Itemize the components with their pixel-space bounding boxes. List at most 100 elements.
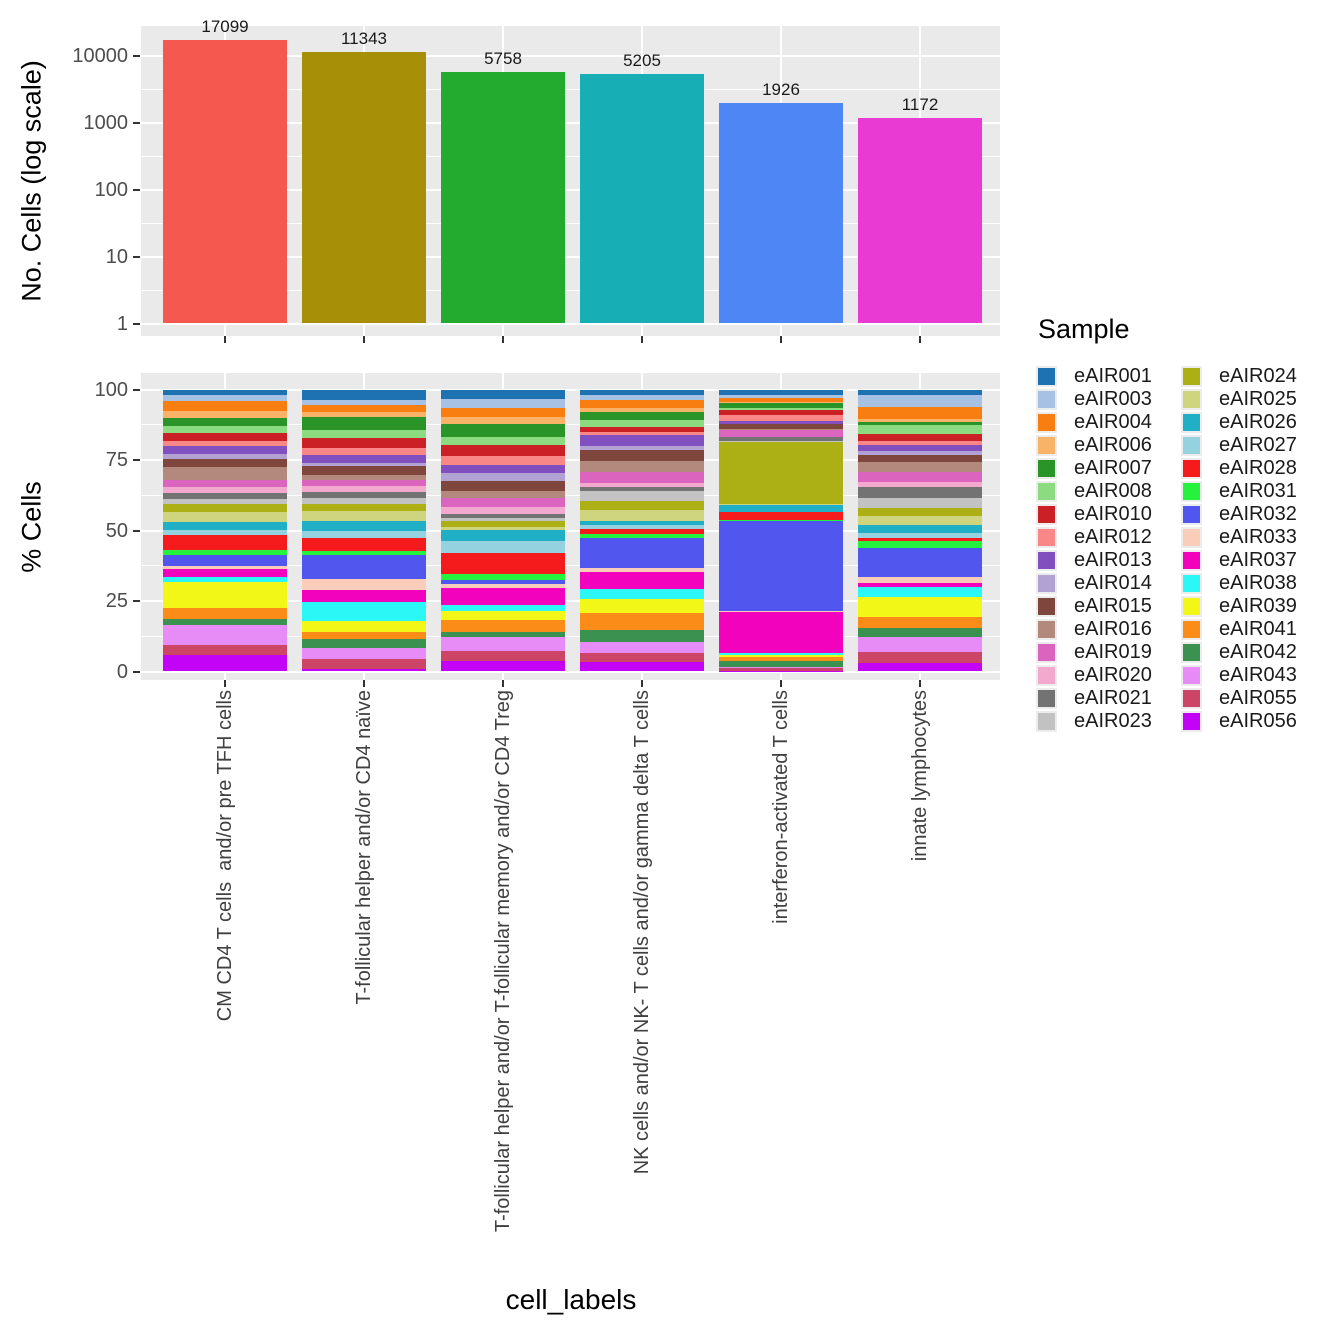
category-label: innate lymphocytes <box>909 690 931 862</box>
stack-segment-eAIR024 <box>719 441 843 505</box>
percent-y-axis-title: % Cells <box>16 481 47 573</box>
legend-key <box>1036 412 1057 433</box>
y-tick-mark <box>133 54 140 57</box>
stack-segment-eAIR010 <box>163 433 287 441</box>
stack-segment-eAIR038 <box>302 602 426 622</box>
stack-segment-eAIR003 <box>719 394 843 399</box>
stack-segment-eAIR027 <box>580 525 704 529</box>
stack-segment-eAIR013 <box>163 446 287 455</box>
legend-swatch-icon <box>1038 621 1055 638</box>
stack-segment-eAIR026 <box>163 522 287 531</box>
stack-segment-eAIR033 <box>441 583 565 589</box>
stack-segment-eAIR015 <box>858 454 982 462</box>
stack-segment-eAIR019 <box>163 479 287 487</box>
stack-segment-eAIR014 <box>302 462 426 467</box>
stack-column <box>441 389 565 672</box>
stack-segment-eAIR023 <box>441 517 565 522</box>
y-tick-label: 50 <box>105 519 128 542</box>
stack-segment-eAIR043 <box>163 625 287 646</box>
stack-segment-eAIR006 <box>580 408 704 412</box>
category-label: T-follicular helper and/or T-follicular … <box>492 690 514 1233</box>
stack-segment-eAIR056 <box>719 670 843 672</box>
stack-segment-eAIR006 <box>858 418 982 422</box>
stack-segment-eAIR039 <box>441 610 565 620</box>
legend-label: eAIR043 <box>1219 664 1297 686</box>
stack-segment-eAIR025 <box>441 526 565 531</box>
legend-key <box>1036 481 1057 502</box>
legend-key <box>1036 642 1057 663</box>
legend-label: eAIR001 <box>1074 365 1152 387</box>
stack-segment-eAIR039 <box>580 598 704 614</box>
stack-segment-eAIR024 <box>580 500 704 510</box>
y-tick-label: 0 <box>116 660 128 683</box>
stack-segment-eAIR007 <box>163 417 287 426</box>
legend-entry-eAIR027: eAIR027 <box>1181 434 1326 457</box>
legend-label: eAIR014 <box>1074 572 1152 594</box>
stack-segment-eAIR004 <box>163 401 287 411</box>
stack-segment-eAIR006 <box>441 417 565 425</box>
legend-entry-eAIR043: eAIR043 <box>1181 664 1326 687</box>
stack-segment-eAIR003 <box>163 395 287 402</box>
legend-label: eAIR023 <box>1074 710 1152 732</box>
stack-column <box>163 389 287 672</box>
category-label: T-follicular helper and/or CD4 naïve <box>353 690 375 1005</box>
grid-major-y <box>141 54 1000 57</box>
y-tick-label: 25 <box>105 590 128 612</box>
grid-minor-y <box>141 289 1000 291</box>
legend-swatch-icon <box>1038 483 1055 500</box>
y-tick-mark <box>133 670 140 673</box>
legend-swatch-icon <box>1183 552 1200 569</box>
stack-segment-eAIR001 <box>302 389 426 400</box>
stack-segment-eAIR032 <box>719 520 843 612</box>
stack-segment-eAIR038 <box>441 605 565 611</box>
legend-key <box>1181 504 1202 525</box>
stack-segment-eAIR021 <box>441 514 565 518</box>
legend-label: eAIR019 <box>1074 641 1152 663</box>
stack-segment-eAIR003 <box>302 399 426 406</box>
legend-entry-eAIR021: eAIR021 <box>1036 687 1181 710</box>
stack-segment-eAIR007 <box>580 411 704 420</box>
y-tick-label: 75 <box>105 449 128 471</box>
stack-segment-eAIR043 <box>441 636 565 652</box>
stack-segment-eAIR027 <box>858 532 982 538</box>
legend-entry-eAIR019: eAIR019 <box>1036 641 1181 664</box>
stack-segment-eAIR041 <box>441 619 565 632</box>
stack-segment-eAIR016 <box>719 429 843 430</box>
legend-key <box>1036 435 1057 456</box>
legend-swatch-icon <box>1038 506 1055 523</box>
legend-label: eAIR024 <box>1219 365 1297 387</box>
y-tick-label: 1 <box>116 312 128 335</box>
y-tick-mark <box>133 459 140 461</box>
legend-swatch-icon <box>1183 529 1200 546</box>
stack-column <box>858 389 982 672</box>
stack-segment-eAIR012 <box>302 447 426 455</box>
percent-panel <box>141 373 1000 680</box>
legend-column: eAIR001 eAIR003 eAIR004 eAIR006 eAIR007 eAIR0… <box>1036 365 1181 733</box>
legend-swatch-icon <box>1183 667 1200 684</box>
stack-segment-eAIR037 <box>858 583 982 588</box>
stack-segment-eAIR043 <box>719 666 843 669</box>
legend-key <box>1036 711 1057 732</box>
stack-column <box>580 389 704 672</box>
count-bar <box>302 51 426 324</box>
stack-segment-eAIR025 <box>302 511 426 522</box>
stack-segment-eAIR042 <box>858 628 982 637</box>
stack-segment-eAIR025 <box>580 509 704 521</box>
legend-label: eAIR006 <box>1074 434 1152 456</box>
stack-segment-eAIR032 <box>441 579 565 584</box>
count-bar <box>858 117 982 324</box>
stack-segment-eAIR025 <box>163 511 287 523</box>
stack-segment-eAIR016 <box>302 474 426 481</box>
legend-entry-eAIR032: eAIR032 <box>1181 503 1326 526</box>
legend-entry-eAIR010: eAIR010 <box>1036 503 1181 526</box>
stack-segment-eAIR056 <box>580 662 704 672</box>
legend-entry-eAIR023: eAIR023 <box>1036 710 1181 733</box>
legend-label: eAIR013 <box>1074 549 1152 571</box>
grid-major-y <box>141 322 1000 325</box>
stack-segment-eAIR019 <box>580 472 704 484</box>
grid-minor-y <box>141 155 1000 157</box>
stack-segment-eAIR012 <box>719 414 843 422</box>
legend-swatch-icon <box>1183 506 1200 523</box>
stack-segment-eAIR013 <box>719 421 843 424</box>
